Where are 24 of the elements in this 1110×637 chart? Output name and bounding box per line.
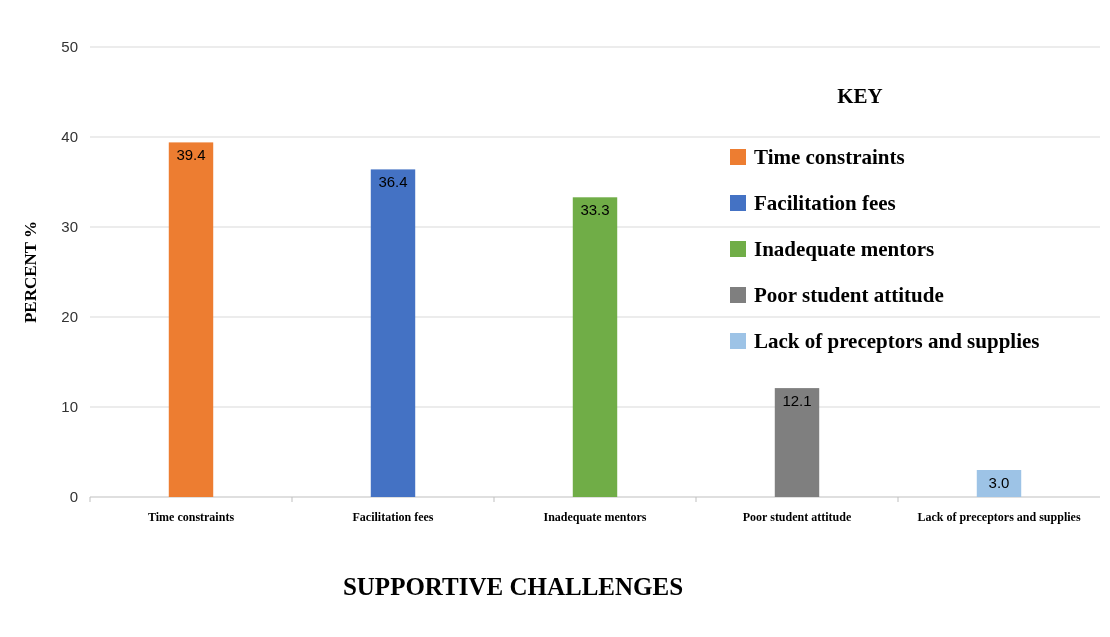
y-axis-title: PERCENT %	[21, 220, 40, 324]
y-tick-label: 0	[69, 488, 78, 506]
legend-label: Poor student attitude	[754, 283, 944, 308]
y-tick-label: 30	[61, 218, 78, 236]
x-tick-label: Facilitation fees	[352, 510, 434, 524]
x-tick-label: Inadequate mentors	[543, 510, 647, 524]
y-tick-label: 50	[61, 38, 78, 56]
legend-label: Lack of preceptors and supplies	[754, 329, 1040, 354]
x-tick-label: Poor student attitude	[742, 510, 852, 524]
data-label: 39.4	[176, 146, 206, 164]
legend-label: Facilitation fees	[754, 191, 896, 216]
legend-title: KEY	[837, 84, 883, 108]
y-tick-label: 20	[61, 308, 78, 326]
data-label: 36.4	[378, 173, 408, 191]
data-label: 33.3	[580, 201, 610, 219]
x-tick-label: Time constraints	[147, 510, 235, 524]
y-tick-label: 10	[61, 398, 78, 416]
y-tick-label: 40	[61, 128, 78, 146]
x-tick-label: Lack of preceptors and supplies	[917, 510, 1081, 524]
data-label: 3.0	[988, 474, 1010, 491]
x-axis-title: SUPPORTIVE CHALLENGES	[342, 573, 684, 600]
data-label: 12.1	[782, 392, 812, 410]
legend-label: Time constraints	[754, 145, 905, 170]
legend-label: Inadequate mentors	[754, 237, 935, 262]
